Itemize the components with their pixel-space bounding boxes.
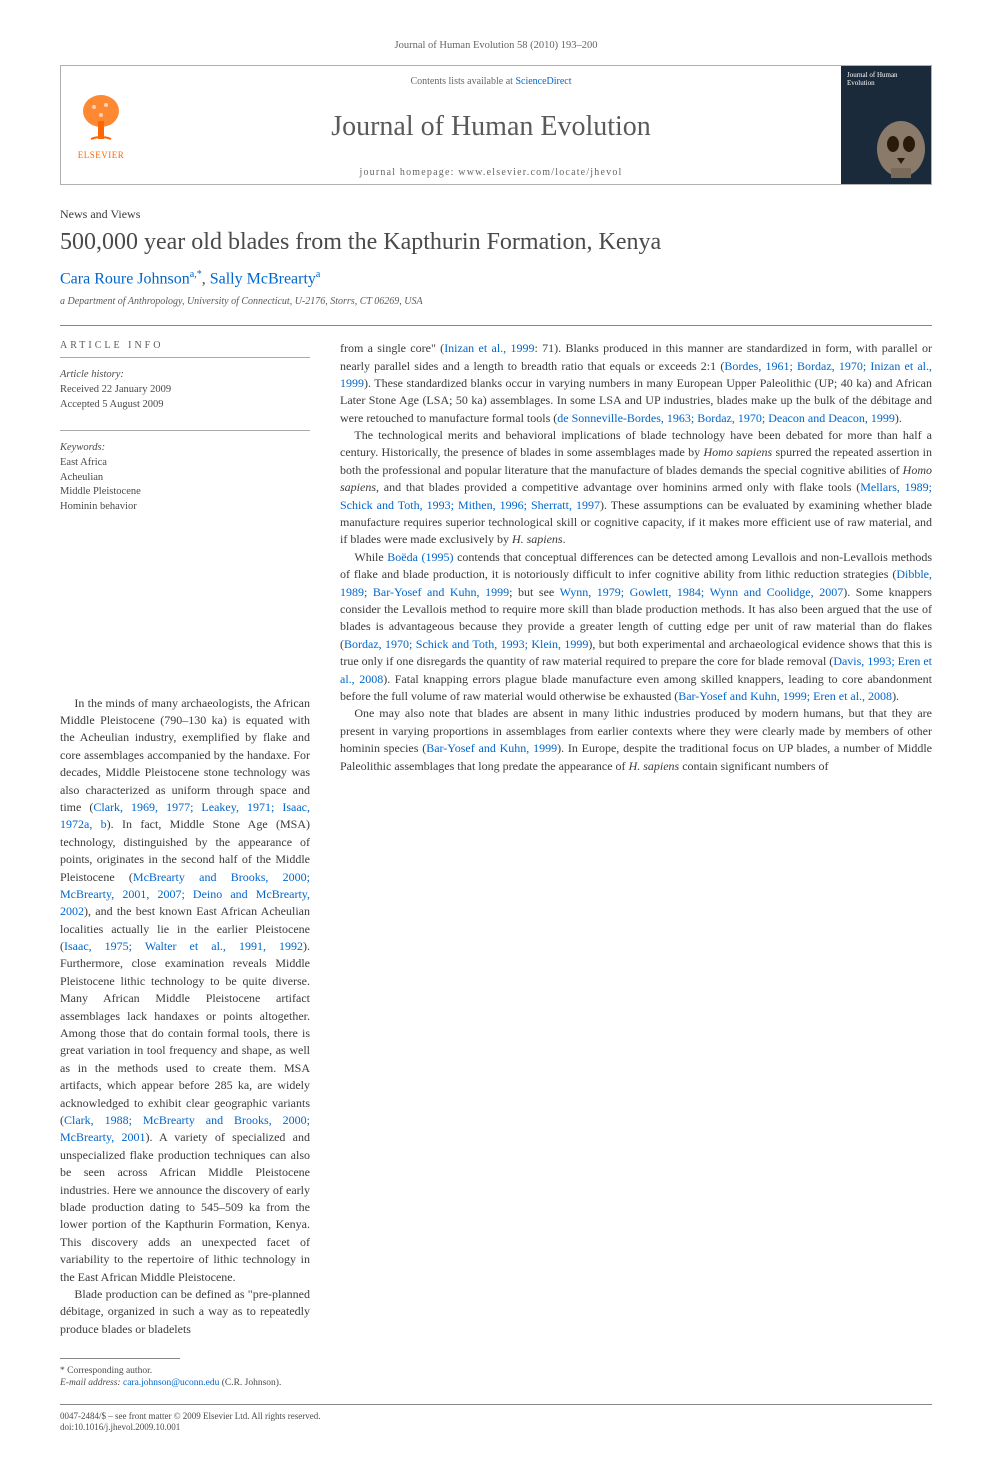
journal-name: Journal of Human Evolution <box>331 111 651 143</box>
header-center: Contents lists available at ScienceDirec… <box>141 66 841 184</box>
journal-cover-thumbnail[interactable]: Journal of Human Evolution <box>841 66 931 184</box>
copyright-line: 0047-2484/$ – see front matter © 2009 El… <box>60 1411 932 1423</box>
received-date: Received 22 January 2009 <box>60 383 310 398</box>
homepage-url[interactable]: www.elsevier.com/locate/jhevol <box>458 167 622 178</box>
citation-link[interactable]: Wynn, 1979; Gowlett, 1984; Wynn and Cool… <box>560 585 844 599</box>
journal-header: ELSEVIER Contents lists available at Sci… <box>60 65 932 185</box>
authors: Cara Roure Johnsona,*, Sally McBreartya <box>60 269 932 288</box>
citation-link[interactable]: Bar-Yosef and Kuhn, 1999 <box>426 741 557 755</box>
keyword: Acheulian <box>60 471 310 486</box>
citation-link[interactable]: Inizan et al., 1999 <box>444 341 534 355</box>
article-title: 500,000 year old blades from the Kapthur… <box>60 228 932 257</box>
text-run: In the minds of many archaeologists, the… <box>60 696 310 814</box>
keywords-block: Keywords: East Africa Acheulian Middle P… <box>60 441 310 514</box>
text-run: ; but see <box>509 585 559 599</box>
text-run: . <box>563 532 566 546</box>
left-column: ARTICLE INFO Article history: Received 2… <box>60 340 310 1390</box>
keyword: East Africa <box>60 456 310 471</box>
skull-icon <box>861 114 931 184</box>
text-run: ). <box>892 689 899 703</box>
species-name: H. sapiens <box>629 759 680 773</box>
email-label: E-mail address: <box>60 1378 123 1388</box>
citation-link[interactable]: Bordaz, 1970; Schick and Toth, 1993; Kle… <box>344 637 588 651</box>
keyword: Middle Pleistocene <box>60 485 310 500</box>
footnote-separator <box>60 1358 180 1359</box>
text-run: ). <box>895 411 902 425</box>
email-link[interactable]: cara.johnson@uconn.edu <box>123 1378 219 1388</box>
text-run: contain significant numbers of <box>679 759 828 773</box>
paragraph: In the minds of many archaeologists, the… <box>60 695 310 1286</box>
text-run: ). Furthermore, close examination reveal… <box>60 939 310 1127</box>
author-link-1[interactable]: Cara Roure Johnson <box>60 270 190 287</box>
article-section: News and Views <box>60 207 932 222</box>
journal-homepage: journal homepage: www.elsevier.com/locat… <box>359 167 622 178</box>
article-info-header: ARTICLE INFO <box>60 340 310 351</box>
text-run: While <box>354 550 387 564</box>
email-suffix: (C.R. Johnson). <box>219 1378 281 1388</box>
contents-prefix: Contents lists available at <box>410 76 515 87</box>
accepted-date: Accepted 5 August 2009 <box>60 398 310 413</box>
journal-reference: Journal of Human Evolution 58 (2010) 193… <box>60 40 932 51</box>
keywords-label: Keywords: <box>60 441 310 456</box>
citation-link[interactable]: Bar-Yosef and Kuhn, 1999; Eren et al., 2… <box>678 689 892 703</box>
species-name: H. sapiens <box>512 532 563 546</box>
author-sup-2: a <box>316 269 320 280</box>
author-sup-1: a,* <box>190 269 202 280</box>
article-history: Article history: Received 22 January 200… <box>60 368 310 412</box>
history-label: Article history: <box>60 368 310 383</box>
author-sep: , <box>202 270 210 287</box>
text-run: from a single core" ( <box>340 341 444 355</box>
paragraph: The technological merits and behavioral … <box>340 427 932 549</box>
publisher-name: ELSEVIER <box>78 150 125 160</box>
affiliation: a Department of Anthropology, University… <box>60 296 932 307</box>
divider <box>60 325 932 326</box>
paragraph: While Boëda (1995) contends that concept… <box>340 549 932 706</box>
info-divider <box>60 430 310 431</box>
paragraph: from a single core" (Inizan et al., 1999… <box>340 340 932 427</box>
body-text-left: In the minds of many archaeologists, the… <box>60 695 310 1338</box>
paragraph: Blade production can be defined as "pre-… <box>60 1286 310 1338</box>
species-name: Homo sapiens <box>703 445 772 459</box>
homepage-prefix: journal homepage: <box>359 167 458 178</box>
text-run: , and that blades provided a competitive… <box>376 480 860 494</box>
doi-line: doi:10.1016/j.jhevol.2009.10.001 <box>60 1422 932 1434</box>
page-footer: 0047-2484/$ – see front matter © 2009 El… <box>60 1404 932 1434</box>
keyword: Hominin behavior <box>60 500 310 515</box>
elsevier-tree-icon <box>76 91 126 146</box>
right-column: from a single core" (Inizan et al., 1999… <box>340 340 932 1390</box>
text-run: ). A variety of specialized and unspecia… <box>60 1130 310 1283</box>
corresponding-author-note: * Corresponding author. <box>60 1365 310 1377</box>
citation-link[interactable]: Isaac, 1975; Walter et al., 1991, 1992 <box>64 939 303 953</box>
cover-title: Journal of Human Evolution <box>847 72 925 87</box>
citation-link[interactable]: Boëda (1995) <box>387 550 453 564</box>
info-divider <box>60 357 310 358</box>
contents-available: Contents lists available at ScienceDirec… <box>410 76 571 87</box>
author-link-2[interactable]: Sally McBrearty <box>210 270 316 287</box>
sciencedirect-link[interactable]: ScienceDirect <box>515 76 571 87</box>
two-column-layout: ARTICLE INFO Article history: Received 2… <box>60 340 932 1390</box>
citation-link[interactable]: de Sonneville-Bordes, 1963; Bordaz, 1970… <box>557 411 895 425</box>
publisher-logo[interactable]: ELSEVIER <box>61 66 141 184</box>
email-footnote: E-mail address: cara.johnson@uconn.edu (… <box>60 1377 310 1389</box>
paragraph: One may also note that blades are absent… <box>340 705 932 775</box>
